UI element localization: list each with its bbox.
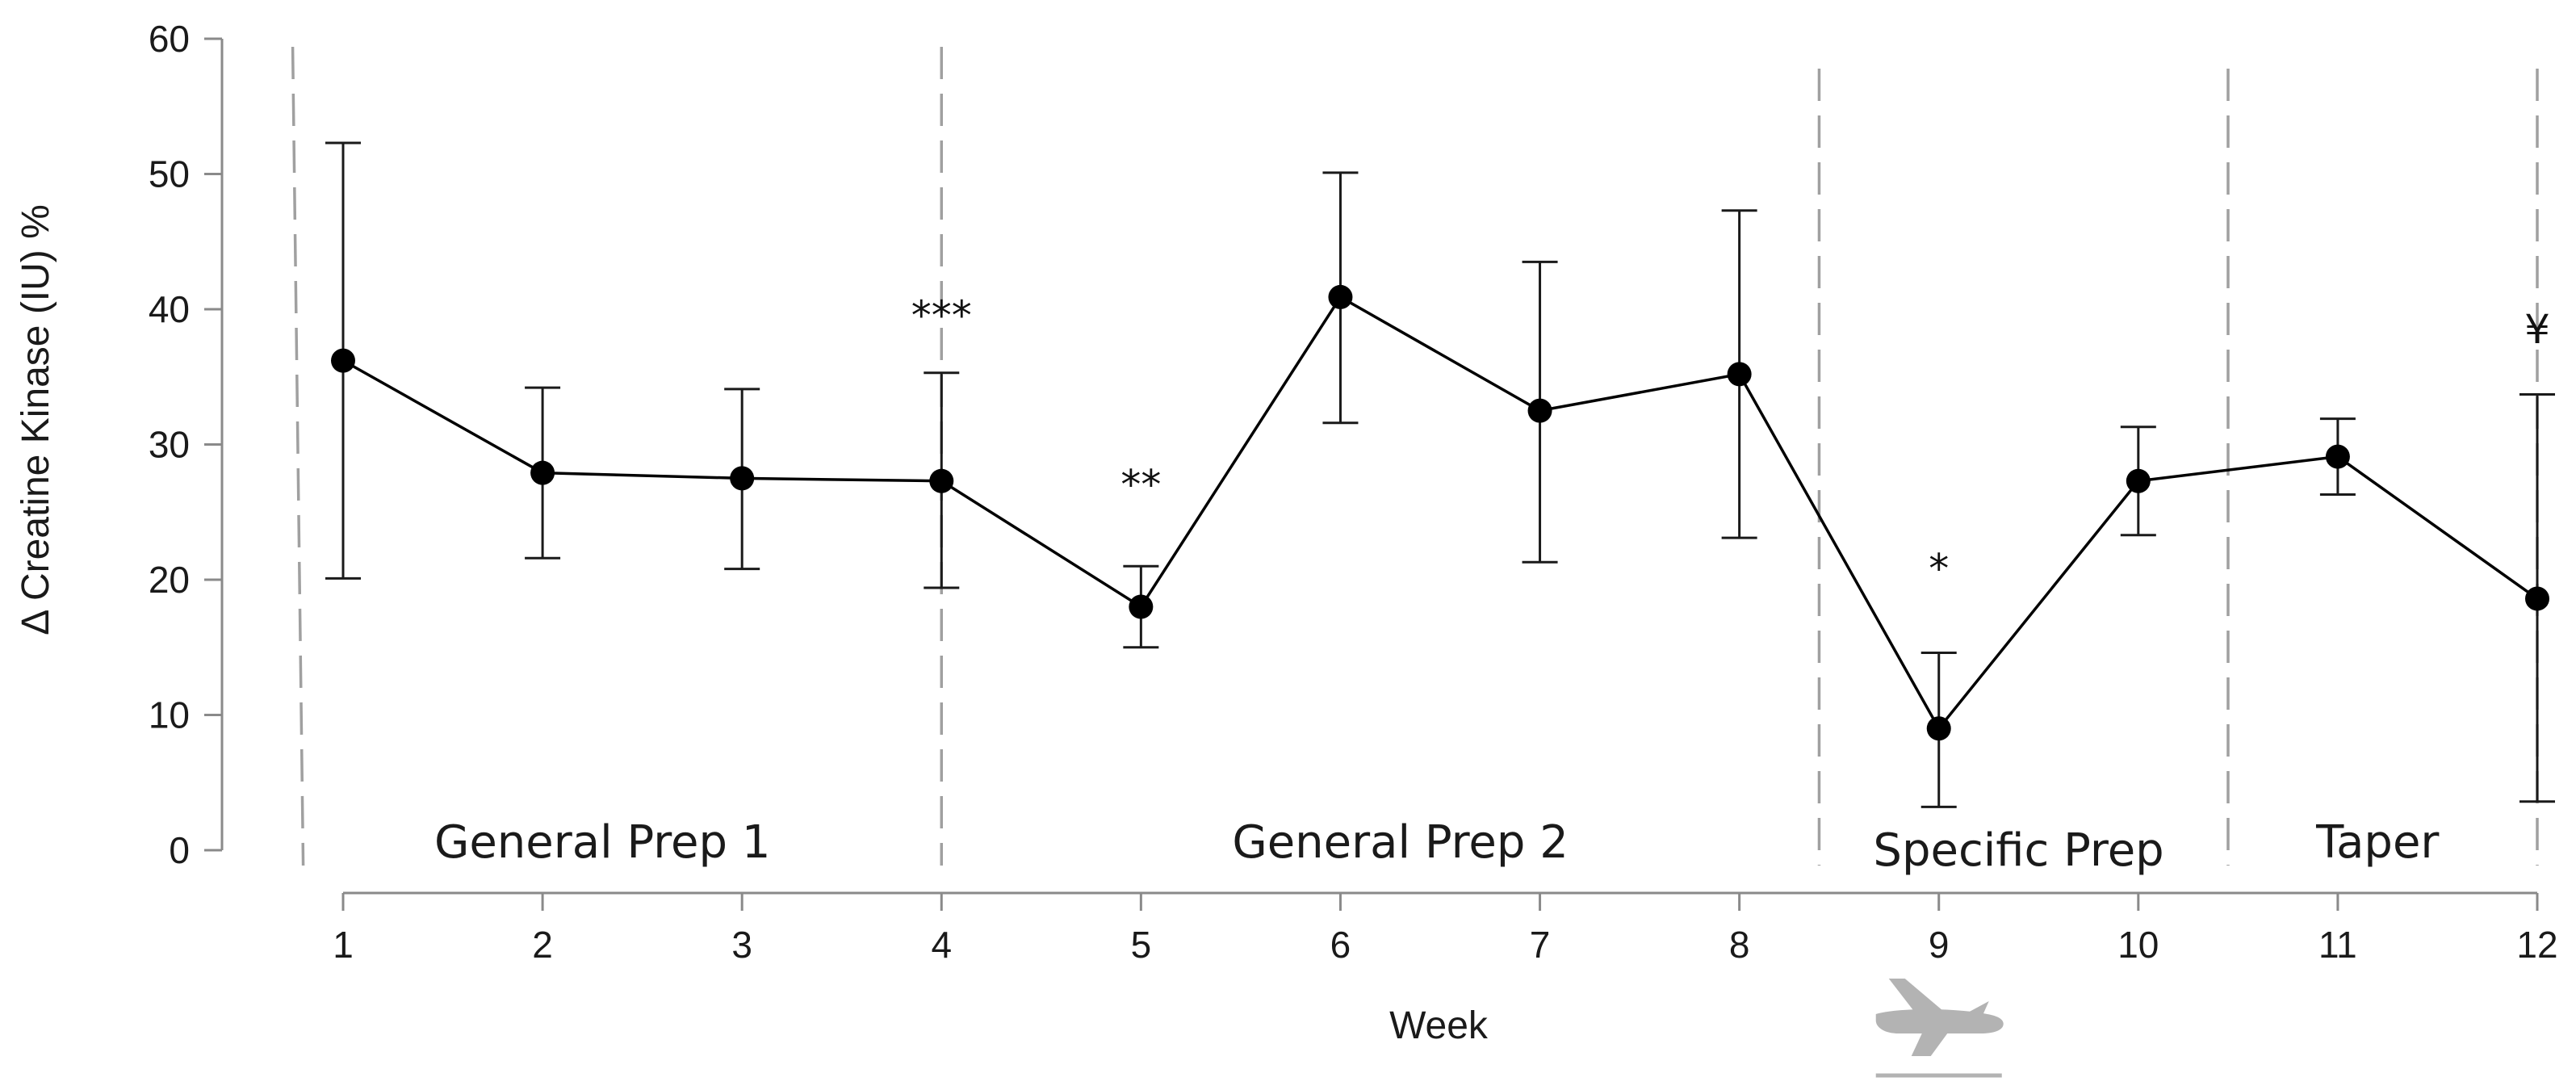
y-tick-label: 20: [149, 559, 190, 601]
phase-label: General Prep 1: [434, 816, 771, 869]
data-point: [2525, 586, 2549, 611]
phase-boundary-lines: [291, 46, 2539, 866]
data-point: [1727, 362, 1752, 387]
x-tick-label: 1: [333, 924, 354, 966]
x-tick-label: 11: [2318, 924, 2357, 966]
x-tick-label: 2: [532, 924, 553, 966]
x-tick-label: 10: [2117, 924, 2159, 966]
x-tick-label: 8: [1729, 924, 1750, 966]
error-bars: [325, 141, 2555, 808]
x-tick-label: 6: [1330, 924, 1351, 966]
y-tick-label: 0: [169, 829, 190, 871]
phase-label: Specific Prep: [1873, 824, 2163, 877]
x-tick-label: 3: [731, 924, 752, 966]
data-point: [2325, 444, 2350, 469]
x-tick-label: 4: [931, 924, 952, 966]
phase-boundary-line: [291, 46, 305, 866]
significance-annotation: ***: [911, 292, 972, 339]
x-tick-label: 7: [1530, 924, 1551, 966]
phase-label: General Prep 2: [1232, 816, 1569, 869]
significance-annotation: ¥: [2524, 306, 2550, 353]
data-points: [331, 284, 2549, 741]
data-point: [2126, 468, 2151, 493]
data-point: [929, 468, 954, 493]
phase-label: Taper: [2315, 816, 2440, 869]
y-axis-title: Δ Creatine Kinase (IU) %: [15, 204, 57, 635]
y-tick-label: 60: [149, 18, 190, 60]
data-point: [1527, 398, 1552, 423]
x-tick-label: 12: [2516, 924, 2557, 966]
series-line: [342, 295, 2539, 732]
y-ticks: 0 10 20 30 40 50 60: [149, 18, 222, 871]
y-tick-label: 40: [149, 288, 190, 330]
data-point: [530, 460, 555, 485]
x-ticks: 1 2 3 4 5 6 7 8 9 10 11 12: [333, 893, 2558, 966]
data-point: [1328, 284, 1353, 309]
phase-labels: General Prep 1 General Prep 2 Specific Pre…: [434, 816, 2440, 877]
y-tick-label: 30: [149, 424, 190, 466]
data-point: [730, 466, 755, 491]
data-point: [1926, 716, 1951, 741]
data-point: [331, 348, 355, 373]
x-tick-label: 9: [1929, 924, 1950, 966]
x-axis-title: Week: [1389, 1004, 1489, 1047]
x-tick-label: 5: [1131, 924, 1152, 966]
y-tick-label: 50: [149, 153, 190, 195]
annotations: ******¥: [911, 292, 2550, 592]
airplane-icon: [1875, 979, 2004, 1078]
significance-annotation: *: [1929, 545, 1949, 592]
data-point: [1129, 594, 1154, 619]
significance-annotation: **: [1120, 462, 1161, 509]
y-tick-label: 10: [149, 694, 190, 736]
